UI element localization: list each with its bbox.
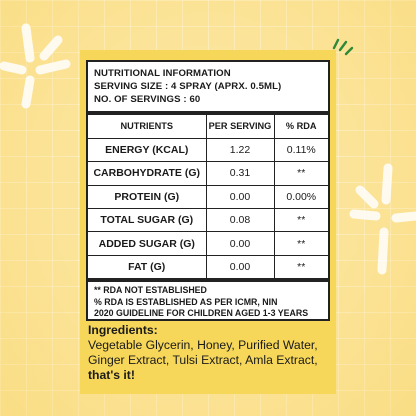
per-serving-value: 0.00 [205, 231, 275, 256]
label-title: NUTRITIONAL INFORMATION [94, 68, 231, 79]
nutrient-name: TOTAL SUGAR (G) [88, 208, 207, 233]
ingredients-title: Ingredients: [88, 323, 158, 337]
column-header: NUTRIENTS [88, 115, 207, 139]
label-footnotes: ** RDA NOT ESTABLISHED % RDA IS ESTABLIS… [88, 279, 328, 320]
ingredients-closing: that's it! [88, 368, 135, 382]
table-row: ADDED SUGAR (G) 0.00 ** [88, 231, 328, 256]
divider [88, 111, 328, 115]
rda-value: ** [273, 231, 328, 256]
per-serving-value: 0.00 [205, 254, 275, 280]
table-row: FAT (G) 0.00 ** [88, 254, 328, 280]
per-serving-value: 1.22 [205, 137, 275, 163]
column-header: PER SERVING [205, 115, 275, 139]
nutrient-name: ENERGY (KCAL) [88, 137, 207, 163]
accent-lines-icon [332, 38, 354, 56]
rda-value: 0.00% [273, 184, 328, 210]
rda-value: ** [273, 161, 328, 186]
column-header: % RDA [273, 115, 328, 139]
per-serving-value: 0.31 [205, 161, 275, 186]
sparkle-icon [349, 163, 416, 275]
footnote: ** RDA NOT ESTABLISHED [94, 285, 207, 296]
table-row: PROTEIN (G) 0.00 0.00% [88, 184, 328, 210]
nutrient-name: PROTEIN (G) [88, 184, 207, 210]
ingredients-line: Ginger Extract, Tulsi Extract, Amla Extr… [88, 353, 318, 367]
serving-size: SERVING SIZE : 4 SPRAY (APRX. 0.5ML) [94, 81, 282, 92]
table-row: ENERGY (KCAL) 1.22 0.11% [88, 137, 328, 163]
table-header-row: NUTRIENTS PER SERVING % RDA [88, 115, 328, 139]
footnote: 2020 GUIDELINE FOR CHILDREN AGED 1-3 YEA… [94, 308, 309, 319]
nutrient-name: ADDED SUGAR (G) [88, 231, 207, 256]
nutrition-label: NUTRITIONAL INFORMATION SERVING SIZE : 4… [86, 60, 330, 321]
rda-value: ** [273, 254, 328, 280]
rda-value: ** [273, 208, 328, 233]
ingredients-block: Ingredients: Vegetable Glycerin, Honey, … [88, 323, 334, 383]
per-serving-value: 0.08 [205, 208, 275, 233]
footnote: % RDA IS ESTABLISHED AS PER ICMR, NIN [94, 296, 278, 307]
sparkle-icon [0, 23, 71, 109]
per-serving-value: 0.00 [205, 184, 275, 210]
table-row: TOTAL SUGAR (G) 0.08 ** [88, 208, 328, 233]
servings-count: NO. OF SERVINGS : 60 [94, 94, 201, 105]
nutrition-table: NUTRIENTS PER SERVING % RDA ENERGY (KCAL… [88, 115, 328, 280]
label-header: NUTRITIONAL INFORMATION SERVING SIZE : 4… [88, 62, 328, 106]
ingredients-line: Vegetable Glycerin, Honey, Purified Wate… [88, 338, 318, 352]
rda-value: 0.11% [273, 137, 328, 163]
nutrient-name: CARBOHYDRATE (G) [88, 161, 207, 186]
nutrient-name: FAT (G) [88, 254, 207, 280]
table-row: CARBOHYDRATE (G) 0.31 ** [88, 161, 328, 186]
